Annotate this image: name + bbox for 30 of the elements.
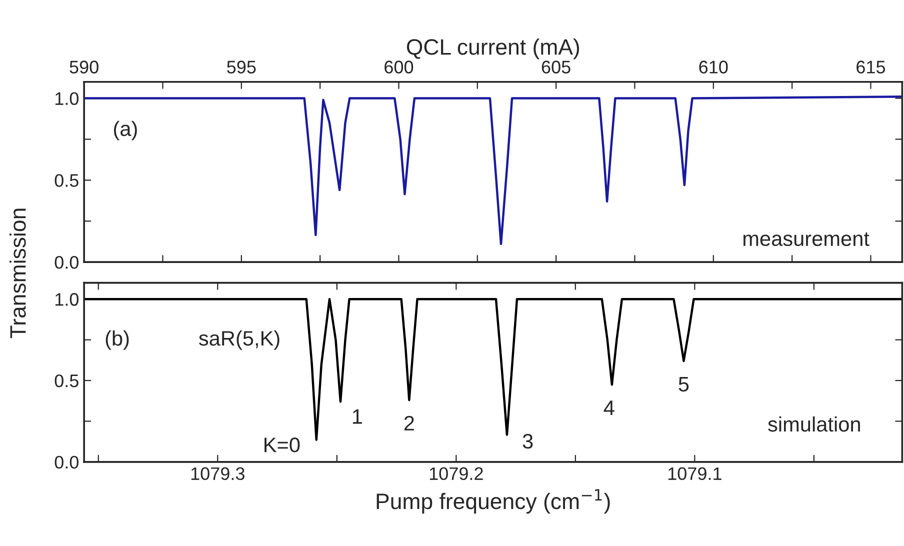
- x-axis-title: Pump frequency (cm$^{−1}$): [376, 489, 610, 514]
- x-tick-label: 1079.3: [191, 467, 244, 480]
- annotation: (b): [106, 330, 129, 350]
- annotation: (a): [114, 120, 137, 140]
- annotation: 3: [522, 434, 533, 449]
- y-tick-label: 0.5: [54, 174, 78, 187]
- y-axis-title: Transmission: [10, 208, 26, 338]
- y-tick-label: 1.0: [55, 92, 79, 105]
- x-tick-label: 605: [542, 60, 570, 74]
- line-series: [84, 96, 902, 246]
- annotation: simulation: [768, 416, 860, 432]
- y-tick-label: 1.0: [55, 293, 79, 306]
- annotation: K=0: [264, 438, 300, 452]
- x-tick-label: 1079.1: [668, 467, 722, 480]
- annotation: 1: [352, 409, 362, 424]
- x-axis-title: QCL current (mA): [406, 38, 580, 60]
- y-tick-label: 0.0: [54, 256, 79, 269]
- y-tick-label: 0.5: [54, 374, 78, 388]
- y-tick-label: 0.0: [54, 456, 79, 469]
- annotation: 5: [678, 377, 689, 392]
- annotation: 2: [404, 416, 414, 430]
- x-tick-label: 1079.2: [430, 467, 483, 480]
- annotation: 4: [604, 400, 614, 415]
- x-tick-label: 595: [227, 60, 256, 74]
- x-tick-label: 600: [384, 60, 414, 74]
- annotation: saR(5,K): [199, 330, 280, 350]
- x-tick-label: 590: [70, 60, 98, 74]
- annotation: measurement: [743, 232, 870, 246]
- x-tick-label: 615: [856, 60, 886, 74]
- x-tick-label: 610: [699, 60, 728, 74]
